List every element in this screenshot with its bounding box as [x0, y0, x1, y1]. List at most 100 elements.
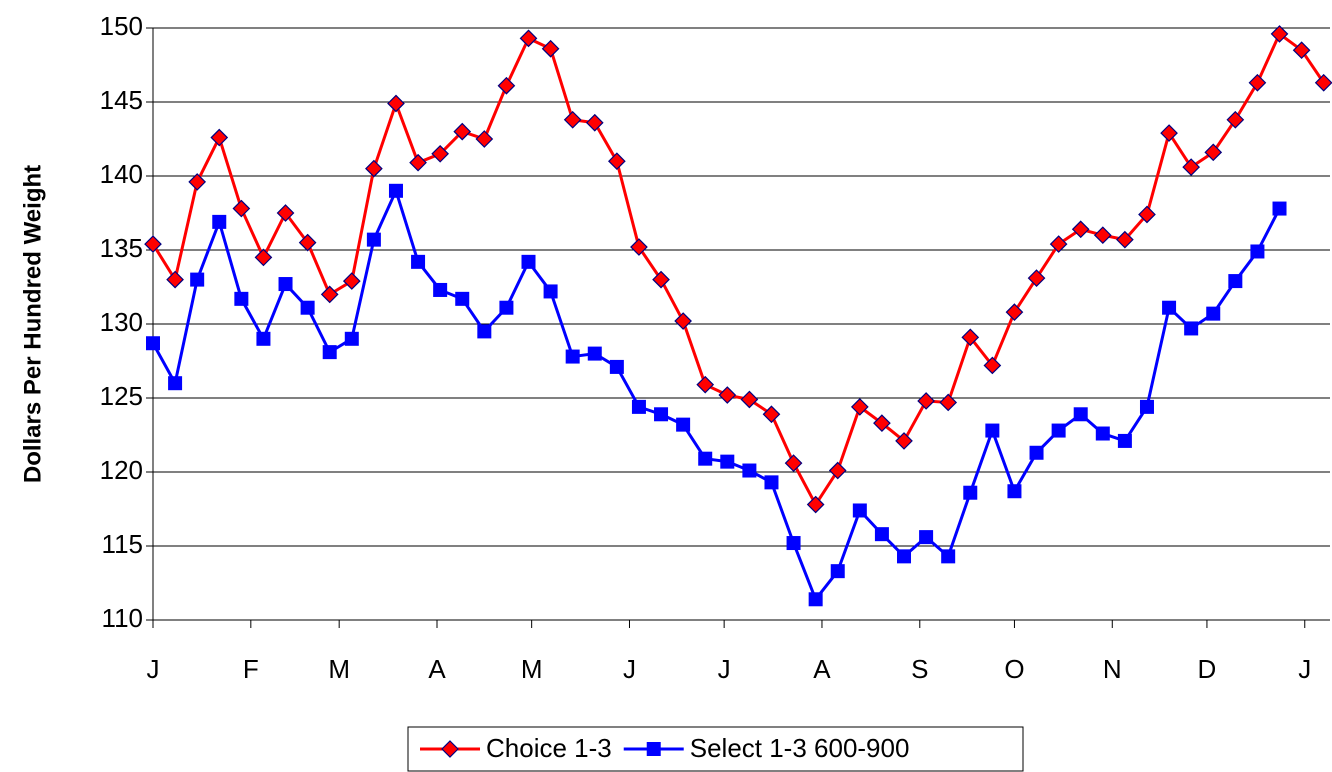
data-point	[144, 235, 162, 253]
x-tick-label: J	[147, 654, 160, 684]
data-point	[1138, 205, 1156, 224]
data-point	[212, 214, 227, 229]
data-point	[720, 454, 735, 469]
x-tick-label: A	[813, 654, 831, 684]
y-tick-label: 140	[100, 159, 143, 189]
data-point	[1005, 303, 1024, 322]
data-point	[388, 183, 403, 198]
data-point	[608, 152, 626, 171]
x-tick-label: M	[521, 654, 543, 684]
data-point	[1250, 244, 1265, 259]
y-tick-label: 125	[100, 381, 143, 411]
x-tick-label: S	[911, 654, 928, 684]
data-point	[322, 345, 337, 360]
data-point	[276, 204, 295, 222]
data-point	[278, 277, 293, 292]
series-line	[151, 32, 1325, 507]
data-point	[1182, 158, 1201, 176]
data-point	[1051, 423, 1066, 438]
x-tick-label: J	[623, 654, 636, 684]
data-point	[808, 592, 823, 607]
data-point	[698, 451, 713, 466]
data-point	[852, 503, 867, 518]
data-point	[1117, 433, 1132, 448]
data-point	[519, 29, 538, 48]
data-point	[1270, 25, 1289, 43]
data-point	[298, 233, 317, 252]
data-point	[874, 527, 889, 542]
data-point	[585, 113, 604, 132]
data-point	[431, 144, 449, 163]
legend-marker	[441, 740, 459, 758]
data-point	[1049, 235, 1068, 253]
data-point	[146, 336, 160, 351]
data-point	[1272, 201, 1287, 216]
x-tick-label: J	[718, 654, 731, 684]
data-point	[784, 454, 803, 472]
legend-marker	[646, 742, 661, 756]
x-tick-label: N	[1103, 654, 1122, 684]
x-tick-label: J	[1298, 654, 1311, 684]
series-line	[151, 189, 1281, 601]
x-tick-label: F	[243, 654, 259, 684]
data-point	[1248, 73, 1267, 92]
data-point	[1071, 220, 1090, 239]
data-point	[409, 153, 427, 172]
legend-label: Choice 1-3	[486, 733, 612, 763]
data-point	[1027, 269, 1046, 287]
data-point	[764, 475, 779, 490]
data-point	[1160, 124, 1178, 142]
data-point	[762, 405, 781, 424]
data-point	[897, 549, 912, 564]
data-point	[210, 128, 229, 147]
data-point	[939, 393, 958, 412]
data-point	[919, 530, 934, 545]
x-tick-label: A	[428, 654, 446, 684]
data-point	[1206, 306, 1221, 321]
data-point	[941, 549, 956, 564]
data-point	[631, 399, 646, 414]
data-point	[541, 39, 560, 58]
data-point	[674, 312, 692, 330]
y-tick-label: 145	[100, 85, 143, 115]
data-point	[654, 407, 669, 422]
data-point	[1073, 407, 1088, 422]
data-point	[985, 423, 1000, 438]
data-point	[1204, 143, 1223, 162]
data-point	[366, 232, 381, 247]
data-point	[499, 300, 514, 315]
data-point	[652, 270, 670, 289]
y-tick-label: 130	[100, 307, 143, 337]
y-tick-label: 115	[102, 529, 143, 559]
data-point	[587, 346, 602, 361]
data-point	[740, 390, 759, 409]
data-point	[1228, 274, 1243, 289]
data-point	[411, 254, 426, 269]
data-point	[676, 417, 691, 432]
data-point	[873, 414, 891, 433]
data-point	[1139, 399, 1154, 414]
x-tick-label: D	[1198, 654, 1217, 684]
data-point	[234, 291, 249, 306]
data-point	[696, 375, 715, 394]
data-point	[521, 254, 536, 269]
data-point	[387, 94, 405, 113]
data-point	[300, 300, 315, 315]
data-point	[190, 272, 205, 287]
data-point	[850, 398, 869, 416]
data-point	[895, 432, 913, 450]
data-point	[1095, 426, 1110, 441]
y-tick-label: 150	[100, 11, 143, 41]
data-point	[455, 291, 470, 306]
data-point	[609, 359, 624, 374]
data-point	[365, 159, 383, 178]
y-tick-label: 110	[102, 603, 143, 633]
data-point	[630, 238, 648, 256]
data-point	[475, 130, 494, 148]
y-axis-title: Dollars Per Hundred Weight	[19, 165, 46, 483]
data-point	[1184, 321, 1199, 336]
data-point	[786, 536, 801, 551]
data-point	[1093, 226, 1112, 245]
data-point	[168, 376, 183, 391]
